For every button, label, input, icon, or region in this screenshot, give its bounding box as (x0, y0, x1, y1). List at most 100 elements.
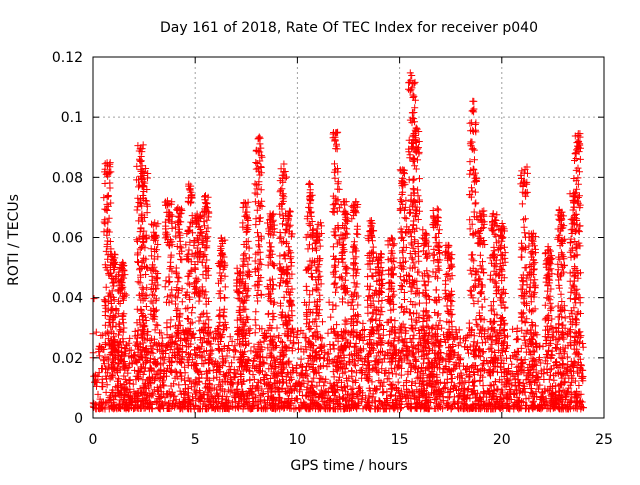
data-point-marker (332, 289, 339, 296)
data-point-marker (331, 232, 338, 239)
data-point-marker (256, 243, 263, 250)
data-point-marker (256, 134, 263, 141)
data-point-marker (271, 333, 278, 340)
data-point-marker (333, 321, 340, 328)
data-point-marker (162, 283, 169, 290)
data-point-marker (225, 342, 232, 349)
data-point-marker (307, 181, 314, 188)
data-point-marker (178, 244, 185, 251)
data-point-marker (163, 233, 170, 240)
data-point-marker (513, 336, 520, 343)
data-point-marker (200, 360, 207, 367)
data-point-marker (312, 267, 319, 274)
data-point-marker (258, 291, 265, 298)
data-point-marker (364, 273, 371, 280)
data-point-marker (177, 238, 184, 245)
data-point-marker (200, 218, 207, 225)
data-point-marker (332, 232, 339, 239)
data-point-marker (351, 238, 358, 245)
data-point-marker (243, 293, 250, 300)
data-point-marker (185, 247, 192, 254)
data-point-marker (492, 378, 499, 385)
data-point-marker (163, 319, 170, 326)
data-point-marker (252, 308, 259, 315)
data-point-marker (318, 222, 325, 229)
data-point-marker (96, 352, 103, 359)
data-point-marker (303, 283, 310, 290)
data-point-marker (295, 339, 302, 346)
data-point-marker (306, 241, 313, 248)
data-point-marker (508, 361, 515, 368)
data-point-marker (401, 289, 408, 296)
data-point-marker (354, 302, 361, 309)
data-point-marker (166, 278, 173, 285)
data-point-marker (393, 371, 400, 378)
data-point-marker (331, 160, 338, 167)
data-point-marker (104, 329, 111, 336)
data-point-marker (116, 328, 123, 335)
data-point-marker (245, 268, 252, 275)
data-point-marker (562, 315, 569, 322)
data-point-marker (255, 135, 262, 142)
data-point-marker (105, 193, 112, 200)
data-point-marker (177, 370, 184, 377)
data-point-marker (325, 330, 332, 337)
data-point-marker (245, 238, 252, 245)
data-point-marker (257, 214, 264, 221)
data-point-marker (157, 366, 164, 373)
data-point-marker (353, 230, 360, 237)
data-point-marker (278, 185, 285, 192)
data-point-marker (306, 180, 313, 187)
data-point-marker (189, 304, 196, 311)
data-point-marker (222, 283, 229, 290)
data-point-marker (243, 213, 250, 220)
data-point-marker (266, 239, 273, 246)
data-point-marker (397, 207, 404, 214)
data-point-marker (286, 209, 293, 216)
data-point-marker (521, 389, 528, 396)
data-point-marker (185, 280, 192, 287)
data-point-marker (316, 292, 323, 299)
data-point-marker (374, 368, 381, 375)
data-point-marker (480, 382, 487, 389)
data-point-marker (364, 304, 371, 311)
data-point-marker (174, 274, 181, 281)
data-point-marker (140, 286, 147, 293)
data-point-marker (150, 391, 157, 398)
data-point-marker (201, 193, 208, 200)
data-point-marker (348, 351, 355, 358)
data-point-marker (158, 330, 165, 337)
data-point-marker (480, 389, 487, 396)
data-point-marker (446, 393, 453, 400)
data-point-marker (372, 317, 379, 324)
data-point-marker (387, 279, 394, 286)
data-point-marker (188, 309, 195, 316)
data-point-marker (265, 310, 272, 317)
data-point-marker (247, 347, 254, 354)
data-point-marker (99, 383, 106, 390)
data-point-marker (580, 344, 587, 351)
data-point-marker (143, 264, 150, 271)
data-point-marker (348, 328, 355, 335)
data-point-marker (563, 393, 570, 400)
data-point-marker (299, 363, 306, 370)
data-point-marker (276, 282, 283, 289)
data-point-marker (106, 215, 113, 222)
data-point-marker (373, 353, 380, 360)
data-point-marker (258, 152, 265, 159)
data-point-marker (254, 298, 261, 305)
data-point-marker (288, 263, 295, 270)
data-point-marker (515, 371, 522, 378)
data-point-marker (449, 375, 456, 382)
data-point-marker (177, 359, 184, 366)
data-point-marker (254, 229, 261, 236)
data-point-marker (167, 316, 174, 323)
data-point-marker (398, 372, 405, 379)
data-point-marker (550, 377, 557, 384)
data-point-marker (390, 242, 397, 249)
data-point-marker (388, 391, 395, 398)
data-point-marker (177, 256, 184, 263)
data-point-marker (106, 180, 113, 187)
y-axis-label: ROTI / TECUs (6, 194, 22, 286)
data-point-marker (200, 310, 207, 317)
